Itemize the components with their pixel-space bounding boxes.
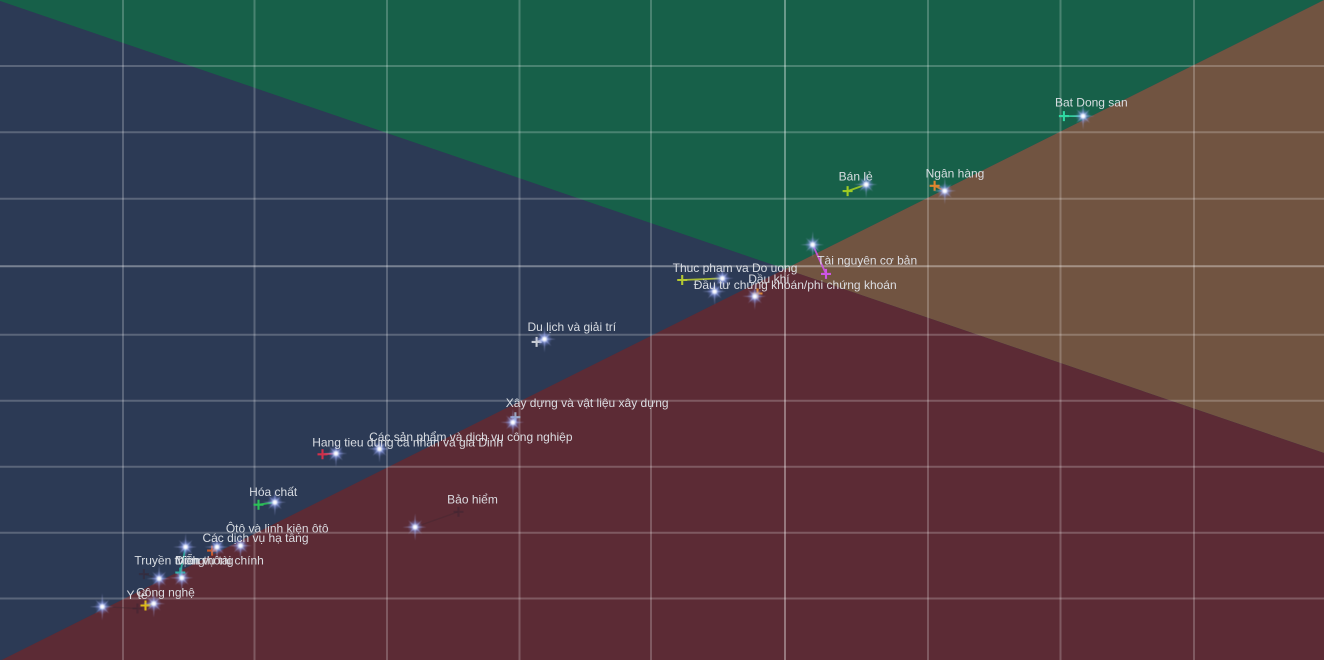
svg-text:Xây dựng và vật liệu xây dựng: Xây dựng và vật liệu xây dựng [506, 396, 669, 410]
svg-text:Dịch vụ tài chính: Dịch vụ tài chính [175, 554, 264, 568]
svg-text:Du lịch và giải trí: Du lịch và giải trí [527, 320, 616, 334]
svg-text:Bat Dong san: Bat Dong san [1055, 96, 1128, 110]
svg-text:Đầu tư chứng khoán/phi chứng k: Đầu tư chứng khoán/phi chứng khoán [694, 278, 897, 292]
svg-text:Bảo hiểm: Bảo hiểm [447, 493, 498, 507]
svg-text:Ngân hàng: Ngân hàng [926, 167, 985, 181]
svg-text:Các sản phẩm và dịch vụ công n: Các sản phẩm và dịch vụ công nghiệp [369, 430, 573, 444]
svg-text:Các dịch vụ hạ tầng: Các dịch vụ hạ tầng [202, 531, 308, 545]
svg-text:Y tế: Y tế [127, 588, 148, 602]
svg-text:Công nghệ: Công nghệ [136, 586, 195, 600]
svg-text:Tài nguyên cơ bản: Tài nguyên cơ bản [817, 254, 917, 268]
svg-text:Viễn thông: Viễn thông [176, 553, 233, 568]
svg-text:Ôtô và linh kiện ôtô: Ôtô và linh kiện ôtô [226, 521, 329, 536]
svg-text:Hóa chất: Hóa chất [249, 485, 298, 499]
svg-text:Truyền thông: Truyền thông [134, 554, 204, 568]
svg-text:Hang tieu dung ca nhan va gia: Hang tieu dung ca nhan va gia Dinh [312, 436, 503, 450]
svg-text:Dầu khí: Dầu khí [748, 272, 790, 286]
svg-text:Bán lẻ: Bán lẻ [839, 170, 873, 184]
svg-text:Thuc pham va Do uong: Thuc pham va Do uong [673, 261, 798, 275]
